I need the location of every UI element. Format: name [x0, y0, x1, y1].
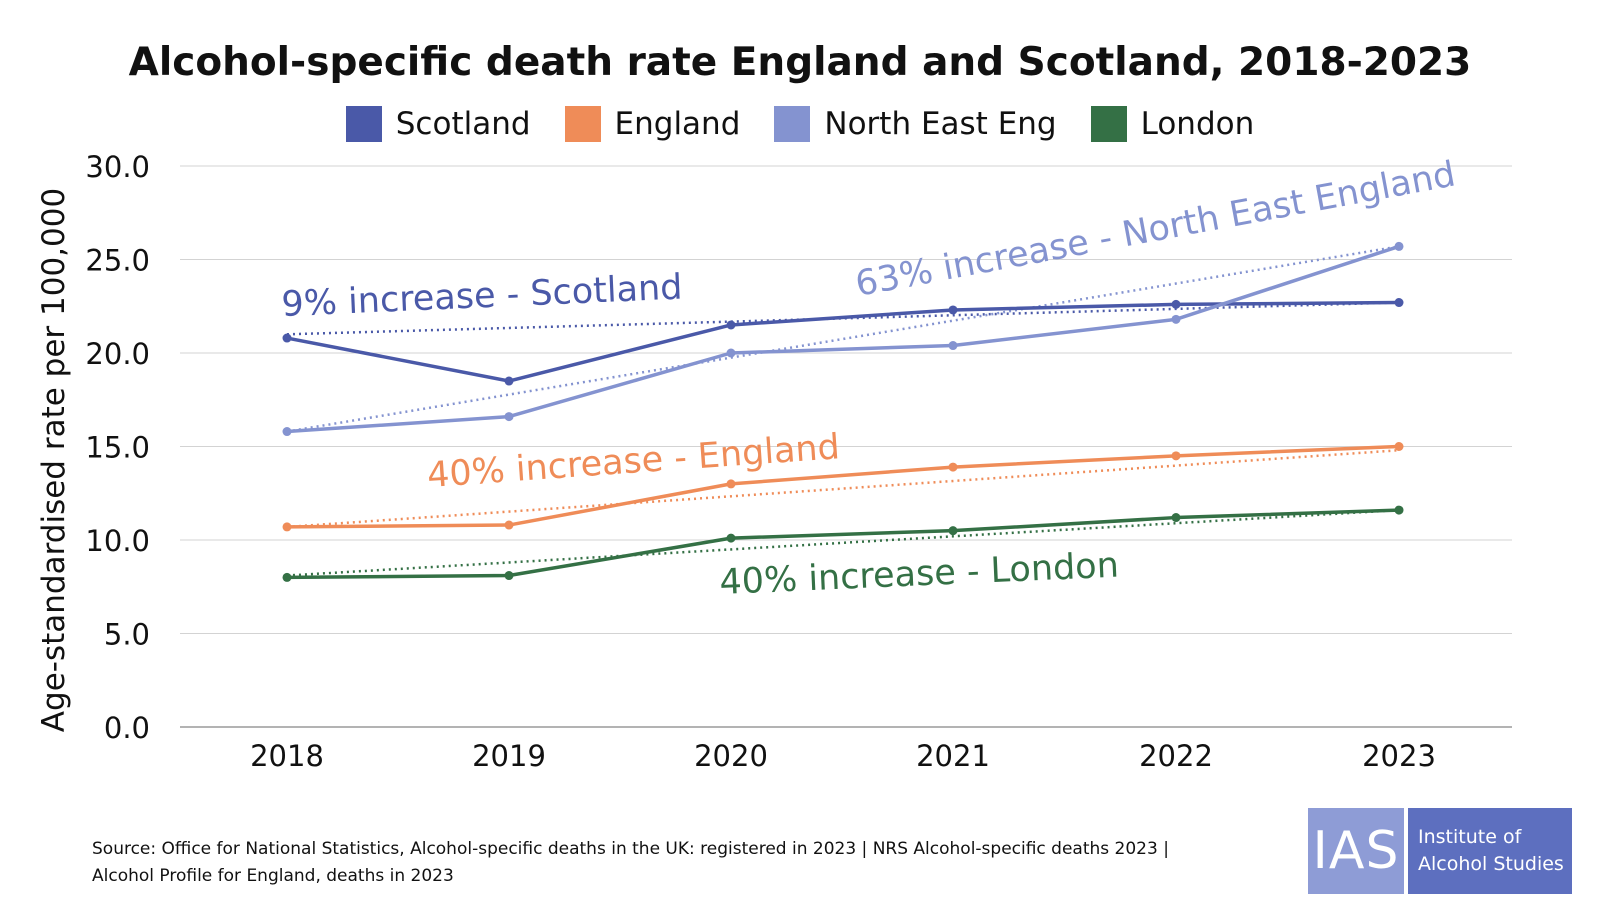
series-lines — [282, 241, 1404, 582]
logo-text: Institute of Alcohol Studies — [1408, 808, 1572, 894]
y-axis-label: Age-standardised rate per 100,000 — [36, 188, 72, 732]
x-tick-label: 2020 — [694, 739, 768, 773]
legend-label-england: England — [614, 106, 741, 142]
data-point-scotland — [282, 333, 292, 343]
data-point-north-east-eng — [504, 412, 514, 422]
source-line-2: Alcohol Profile for England, deaths in 2… — [92, 866, 454, 886]
chart-title: Alcohol-specific death rate England and … — [128, 40, 1472, 85]
data-point-london — [504, 571, 514, 581]
legend-swatch-scotland — [345, 106, 382, 142]
legend-item-north-east: North East Eng — [774, 106, 1057, 142]
data-point-scotland — [1394, 298, 1404, 308]
annotations: 9% increase - Scotland 63% increase - Nor… — [281, 155, 1459, 603]
data-point-north-east-eng — [948, 341, 958, 351]
trend-lines — [286, 245, 1400, 577]
annotation-label: 9% increase - Scotland — [281, 268, 684, 325]
logo-line-1: Institute of — [1418, 826, 1522, 848]
y-tick-label: 30.0 — [85, 150, 150, 184]
y-tick-label: 5.0 — [104, 618, 150, 652]
data-point-north-east-eng — [726, 348, 736, 358]
x-tick-label: 2023 — [1362, 739, 1436, 773]
legend-label-london: London — [1140, 106, 1255, 142]
x-tick-label: 2019 — [472, 739, 546, 773]
chart-legend: Scotland England North East Eng London — [0, 106, 1600, 142]
data-point-london — [1171, 513, 1181, 523]
data-point-england — [1394, 442, 1404, 451]
data-point-england — [1171, 451, 1181, 461]
x-tick-labels: 2018 2019 2020 2021 2022 2023 — [250, 739, 1436, 773]
data-point-north-east-eng — [1171, 314, 1181, 324]
annotation-label: 40% increase - London — [719, 546, 1120, 603]
line-chart: 0.05.010.015.020.025.030.0 2018 2019 2020 2… — [36, 150, 1512, 773]
data-point-north-east-eng — [1394, 241, 1404, 251]
legend-swatch-north-east — [774, 106, 811, 142]
logo-divider — [1404, 808, 1408, 894]
x-tick-label: 2021 — [916, 739, 990, 773]
series-line-england — [286, 444, 1400, 529]
legend-label-north-east: North East Eng — [824, 106, 1057, 142]
logo-line-2: Alcohol Studies — [1418, 853, 1564, 875]
x-tick-label: 2018 — [250, 739, 324, 773]
series-line-north-east-eng — [286, 244, 1400, 434]
data-point-london — [282, 572, 292, 582]
annotation-label: 63% increase - North East England — [852, 155, 1458, 305]
y-tick-label: 10.0 — [85, 524, 150, 558]
legend-item-scotland: Scotland — [345, 106, 531, 142]
legend-swatch-london — [1090, 106, 1127, 142]
source-line-1: Source: Office for National Statistics, … — [92, 839, 1169, 859]
data-point-england — [282, 522, 292, 532]
series-line-scotland — [286, 300, 1400, 383]
y-tick-label: 25.0 — [85, 244, 150, 278]
data-point-london — [1394, 505, 1404, 515]
logo-mark: IAS — [1308, 808, 1404, 894]
y-tick-label: 0.0 — [104, 711, 150, 745]
data-point-england — [504, 520, 514, 530]
grid-lines — [180, 165, 1512, 728]
legend-label-scotland: Scotland — [395, 106, 531, 142]
y-tick-label: 20.0 — [85, 337, 150, 371]
legend-item-london: London — [1090, 106, 1255, 142]
data-point-scotland — [1171, 299, 1181, 309]
data-point-london — [948, 526, 958, 536]
x-tick-label: 2022 — [1139, 739, 1213, 773]
y-tick-labels: 0.0 5.0 10.0 15.0 20.0 25.0 30.0 — [85, 150, 150, 745]
legend-item-england: England — [564, 106, 741, 142]
data-point-scotland — [726, 320, 736, 330]
data-point-england — [726, 479, 736, 489]
data-point-england — [948, 462, 958, 472]
series-line-london — [286, 508, 1400, 580]
data-point-north-east-eng — [282, 427, 292, 437]
data-point-scotland — [504, 376, 514, 386]
trend-line-north-east-eng — [286, 245, 1400, 433]
ias-logo: IAS Institute of Alcohol Studies — [1308, 808, 1572, 894]
source-note: Source: Office for National Statistics, … — [92, 836, 1169, 890]
annotation-label: 40% increase - England — [426, 427, 841, 496]
legend-swatch-england — [564, 106, 601, 142]
data-point-scotland — [948, 305, 958, 315]
y-tick-label: 15.0 — [85, 431, 150, 465]
data-point-london — [726, 533, 736, 543]
